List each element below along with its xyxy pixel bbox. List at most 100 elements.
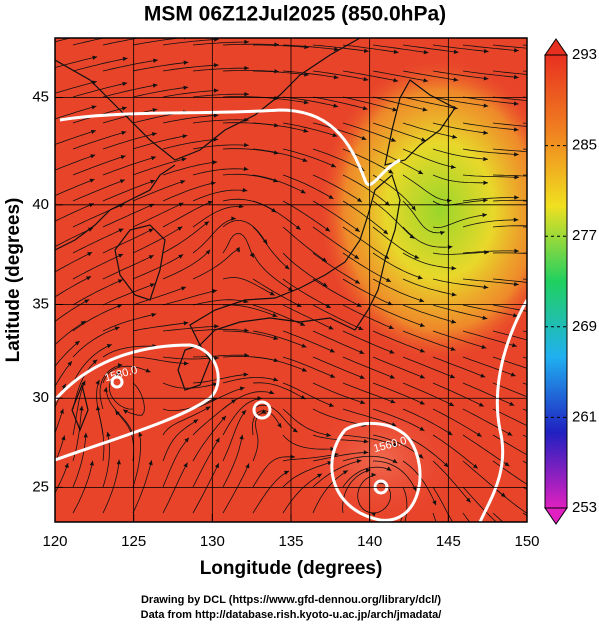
streamline — [357, 474, 377, 514]
streamline — [162, 161, 218, 176]
streamline-arrow — [500, 492, 506, 498]
streamline — [432, 174, 488, 184]
streamline — [282, 70, 339, 79]
streamline-arrow — [417, 275, 423, 280]
streamline — [312, 460, 362, 488]
streamline — [372, 382, 425, 405]
streamline-arrow — [483, 103, 489, 108]
streamline-arrow — [183, 85, 189, 90]
streamline — [192, 374, 249, 384]
colorbar-tick-label: 261 — [572, 408, 597, 425]
streamline — [402, 356, 456, 379]
streamline — [97, 405, 105, 462]
streamline — [402, 330, 456, 351]
streamline-arrow — [328, 194, 334, 199]
streamline-arrow — [328, 325, 334, 330]
streamline-arrow — [482, 315, 488, 320]
colorbar-tick-label: 253 — [572, 499, 597, 516]
streamline-arrow — [483, 180, 488, 185]
streamline-arrow — [537, 459, 542, 463]
streamline-arrow — [231, 216, 236, 221]
streamline-arrow — [421, 137, 427, 142]
streamline-arrow — [411, 205, 416, 211]
streamline — [372, 356, 425, 379]
streamline-arrow — [390, 137, 396, 142]
streamline-arrow — [138, 431, 143, 437]
streamline — [99, 364, 123, 410]
streamline — [492, 70, 527, 75]
streamline — [162, 221, 210, 254]
streamline-arrow — [363, 48, 369, 53]
streamline-arrow — [574, 99, 579, 103]
streamline — [55, 56, 98, 68]
coastline-taiwan — [71, 383, 89, 432]
streamline — [162, 89, 219, 98]
streamline — [132, 86, 189, 98]
streamline-arrow — [481, 344, 487, 349]
streamline — [492, 96, 527, 102]
streamline — [72, 179, 125, 202]
streamline — [312, 278, 362, 308]
streamline-arrow — [383, 229, 389, 235]
streamline — [282, 252, 328, 288]
streamline — [55, 154, 96, 171]
streamline-arrow — [472, 463, 478, 469]
streamline-arrow — [453, 49, 459, 54]
streamline — [462, 408, 513, 436]
streamline-arrow — [535, 488, 540, 492]
streamline — [312, 252, 361, 284]
streamline — [162, 249, 211, 280]
streamline-arrow — [303, 128, 309, 133]
streamline-arrow — [443, 462, 449, 468]
streamline-arrow — [118, 228, 124, 233]
streamline-arrow — [122, 81, 128, 87]
streamline-arrow — [495, 550, 500, 555]
streamline — [282, 356, 336, 378]
streamline-arrow — [117, 304, 123, 309]
streamline-arrow — [64, 463, 69, 469]
streamline — [252, 252, 294, 292]
streamline — [462, 250, 519, 254]
streamline — [192, 437, 220, 488]
streamline-arrow — [566, 538, 571, 542]
colorbar-extend-top — [544, 38, 568, 56]
streamline — [402, 382, 455, 407]
streamline — [132, 180, 186, 202]
streamline — [402, 122, 458, 138]
streamline-arrow — [290, 454, 295, 459]
streamline-arrow — [432, 500, 437, 506]
streamline — [55, 361, 73, 388]
coastline-kyushu — [177, 344, 211, 391]
streamline-arrow — [243, 372, 249, 377]
streamline-arrow — [300, 189, 306, 194]
streamline-arrow — [392, 442, 398, 447]
streamline-arrow — [300, 321, 306, 326]
streamline-arrow — [451, 266, 457, 271]
streamline-arrow — [361, 135, 367, 140]
streamline-arrow — [538, 430, 543, 434]
streamline — [162, 290, 218, 306]
streamline-arrow — [116, 459, 122, 465]
streamline-arrow — [358, 325, 364, 330]
y-axis-label: Latitude (degrees) — [3, 198, 24, 363]
streamline — [402, 44, 459, 53]
streamline-arrow — [476, 432, 482, 437]
streamline-arrow — [333, 74, 339, 80]
streamline — [312, 470, 349, 514]
streamline — [55, 105, 97, 120]
streamline — [462, 70, 519, 78]
streamline-arrow — [418, 453, 424, 459]
streamline — [102, 59, 158, 72]
streamline-arrow — [212, 160, 218, 165]
streamline — [312, 148, 365, 172]
streamline-arrow — [330, 446, 336, 452]
streamline-arrow — [92, 359, 98, 365]
streamline — [402, 174, 452, 201]
streamline — [312, 200, 361, 233]
streamline-arrow — [453, 77, 459, 82]
streamline — [162, 419, 199, 462]
streamline — [122, 382, 145, 416]
streamline-arrow — [84, 299, 90, 304]
streamline-arrow — [450, 164, 456, 170]
streamline — [312, 452, 369, 462]
